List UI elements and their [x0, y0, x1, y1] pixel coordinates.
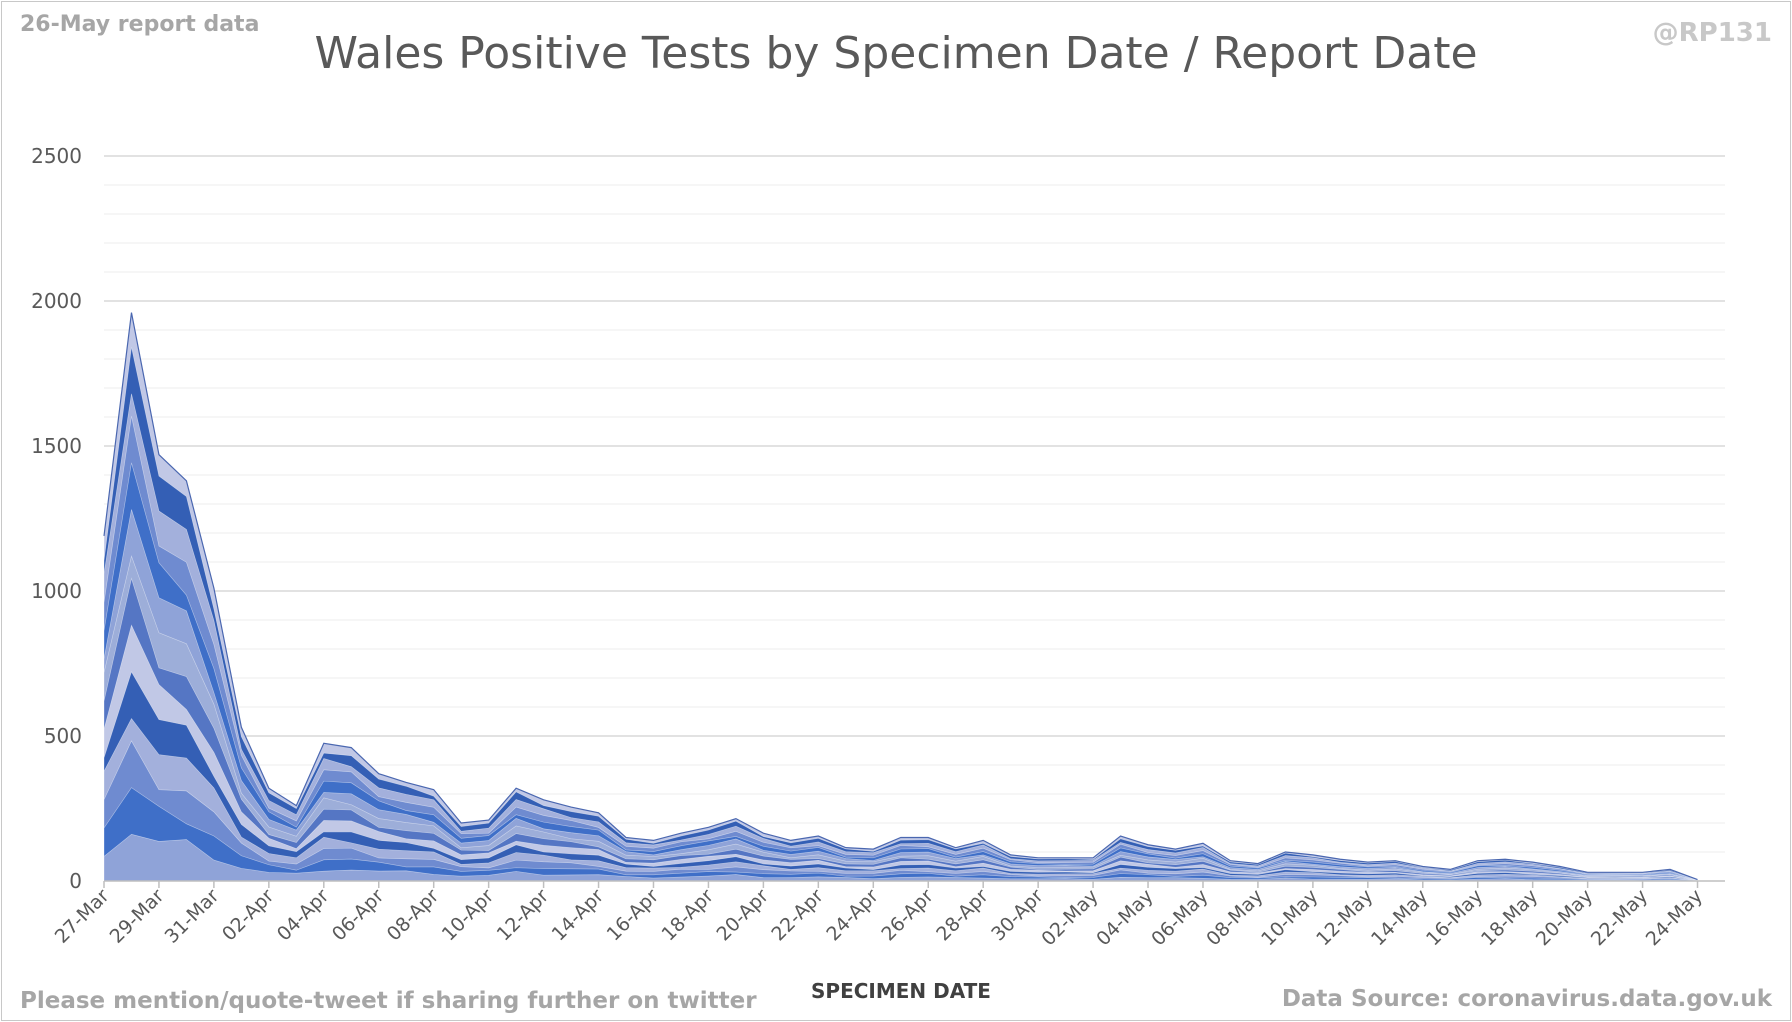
x-tick-label: 14-Apr	[548, 885, 609, 946]
data-source-note: Data Source: coronavirus.data.gov.uk	[1281, 986, 1772, 1012]
x-axis-tick-labels: 27-Mar29-Mar31-Mar02-Apr04-Apr06-Apr08-A…	[51, 881, 1707, 950]
x-tick-label: 04-May	[1092, 885, 1157, 950]
x-tick-label: 29-Mar	[106, 885, 169, 948]
x-tick-label: 24-May	[1642, 885, 1707, 950]
x-tick-label: 12-May	[1312, 885, 1377, 950]
y-tick-label: 2500	[31, 144, 82, 168]
x-tick-label: 22-May	[1587, 885, 1652, 950]
chart-title: Wales Positive Tests by Specimen Date / …	[314, 28, 1478, 79]
x-tick-label: 02-May	[1037, 885, 1102, 950]
x-tick-label: 14-May	[1367, 885, 1432, 950]
total-envelope-line	[103, 312, 1698, 881]
x-tick-label: 22-Apr	[767, 885, 828, 946]
x-tick-label: 27-Mar	[51, 885, 114, 948]
x-axis-title: SPECIMEN DATE	[811, 979, 991, 1003]
x-tick-label: 16-Apr	[603, 885, 664, 946]
report-date-band	[103, 833, 1698, 882]
x-tick-label: 18-Apr	[658, 885, 719, 946]
report-date-note: 26-May report data	[20, 12, 260, 37]
author-handle: @RP131	[1652, 18, 1772, 48]
x-tick-label: 06-May	[1147, 885, 1212, 950]
x-tick-label: 06-Apr	[328, 885, 389, 946]
x-tick-label: 04-Apr	[273, 885, 334, 946]
y-tick-label: 500	[44, 724, 82, 748]
x-tick-label: 08-May	[1202, 885, 1267, 950]
x-tick-label: 28-Apr	[932, 885, 993, 946]
x-tick-label: 20-May	[1532, 885, 1597, 950]
x-tick-label: 10-Apr	[438, 885, 499, 946]
specimen-date-bands	[103, 312, 1698, 882]
x-tick-label: 16-May	[1422, 885, 1487, 950]
x-tick-label: 08-Apr	[383, 885, 444, 946]
x-tick-label: 18-May	[1477, 885, 1542, 950]
y-tick-label: 1000	[31, 579, 82, 603]
x-tick-label: 12-Apr	[493, 885, 554, 946]
x-tick-label: 10-May	[1257, 885, 1322, 950]
x-tick-label: 20-Apr	[712, 885, 773, 946]
x-tick-label: 24-Apr	[822, 885, 883, 946]
y-tick-label: 2000	[31, 289, 82, 313]
share-note: Please mention/quote-tweet if sharing fu…	[20, 988, 757, 1014]
x-tick-label: 02-Apr	[218, 885, 279, 946]
y-axis-tick-labels: 0 500 1000 1500 2000 2500	[31, 144, 82, 893]
x-tick-label: 31-Mar	[161, 885, 224, 948]
y-tick-label: 1500	[31, 434, 82, 458]
y-tick-label: 0	[69, 869, 82, 893]
x-tick-label: 26-Apr	[877, 885, 938, 946]
